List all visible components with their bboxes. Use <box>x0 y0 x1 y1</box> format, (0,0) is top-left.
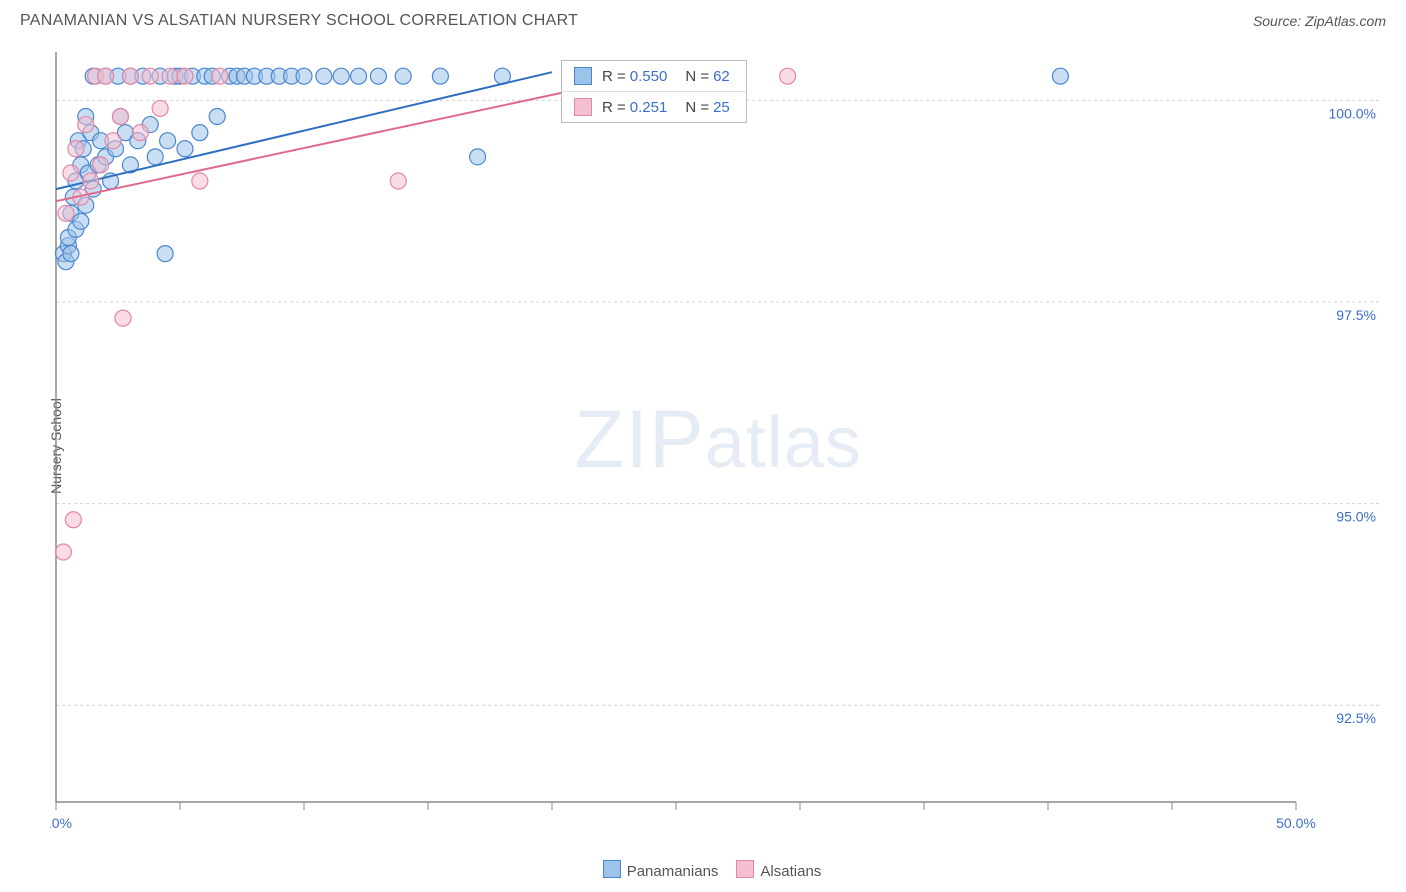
data-point <box>65 512 81 528</box>
svg-text:97.5%: 97.5% <box>1336 307 1376 323</box>
chart-header: PANAMANIAN VS ALSATIAN NURSERY SCHOOL CO… <box>0 0 1406 38</box>
data-point <box>115 310 131 326</box>
data-point <box>93 157 109 173</box>
series-swatch <box>574 98 592 116</box>
series-swatch <box>574 67 592 85</box>
data-point <box>470 149 486 165</box>
data-point <box>83 173 99 189</box>
data-point <box>63 246 79 262</box>
data-point <box>370 68 386 84</box>
data-point <box>177 68 193 84</box>
stat-n-label: N = <box>685 68 709 85</box>
data-point <box>192 173 208 189</box>
data-point <box>316 68 332 84</box>
data-point <box>142 68 158 84</box>
data-point <box>160 133 176 149</box>
svg-text:100.0%: 100.0% <box>1329 105 1376 121</box>
data-point <box>58 205 74 221</box>
data-point <box>351 68 367 84</box>
chart-title: PANAMANIAN VS ALSATIAN NURSERY SCHOOL CO… <box>20 12 578 30</box>
data-point <box>132 125 148 141</box>
stat-n-value: 62 <box>713 68 730 85</box>
data-point <box>122 68 138 84</box>
data-point <box>63 165 79 181</box>
data-point <box>296 68 312 84</box>
data-point <box>157 246 173 262</box>
data-point <box>395 68 411 84</box>
stats-row: R = 0.251 N = 25 <box>562 91 746 122</box>
data-point <box>162 68 178 84</box>
data-point <box>1052 68 1068 84</box>
scatter-chart-svg: 92.5% 95.0% 97.5% 100.0% 0.0% 50.0% <box>50 48 1386 832</box>
stat-r-value: 0.550 <box>630 68 668 85</box>
svg-text:92.5%: 92.5% <box>1336 710 1376 726</box>
data-point <box>112 109 128 125</box>
data-point <box>390 173 406 189</box>
data-point <box>209 109 225 125</box>
data-point <box>55 544 71 560</box>
data-point <box>212 68 228 84</box>
data-point <box>147 149 163 165</box>
legend-label: Panamanians <box>627 863 719 880</box>
data-point <box>98 68 114 84</box>
stat-r-value: 0.251 <box>630 99 668 116</box>
data-point <box>192 125 208 141</box>
data-point <box>432 68 448 84</box>
stat-n-label: N = <box>685 99 709 116</box>
stat-r-label: R = <box>602 68 626 85</box>
data-point <box>177 141 193 157</box>
stat-n-value: 25 <box>713 99 730 116</box>
data-point <box>333 68 349 84</box>
plot-area: 92.5%95.0%97.5%100.0%0.0%50.0% ZIPatlas … <box>50 48 1386 832</box>
source-label: Source: ZipAtlas.com <box>1253 13 1386 29</box>
svg-text:95.0%: 95.0% <box>1336 509 1376 525</box>
svg-text:50.0%: 50.0% <box>1276 815 1316 831</box>
legend-swatch <box>736 860 754 878</box>
correlation-stats-box: R = 0.550 N = 62 R = 0.251 N = 25 <box>561 60 747 123</box>
data-point <box>68 141 84 157</box>
data-point <box>105 133 121 149</box>
stat-r-label: R = <box>602 99 626 116</box>
stats-row: R = 0.550 N = 62 <box>562 61 746 91</box>
data-point <box>78 117 94 133</box>
data-point <box>73 213 89 229</box>
data-point <box>780 68 796 84</box>
legend: Panamanians Alsatians <box>0 860 1406 880</box>
legend-swatch <box>603 860 621 878</box>
data-point <box>152 100 168 116</box>
legend-label: Alsatians <box>760 863 821 880</box>
svg-text:0.0%: 0.0% <box>50 815 72 831</box>
